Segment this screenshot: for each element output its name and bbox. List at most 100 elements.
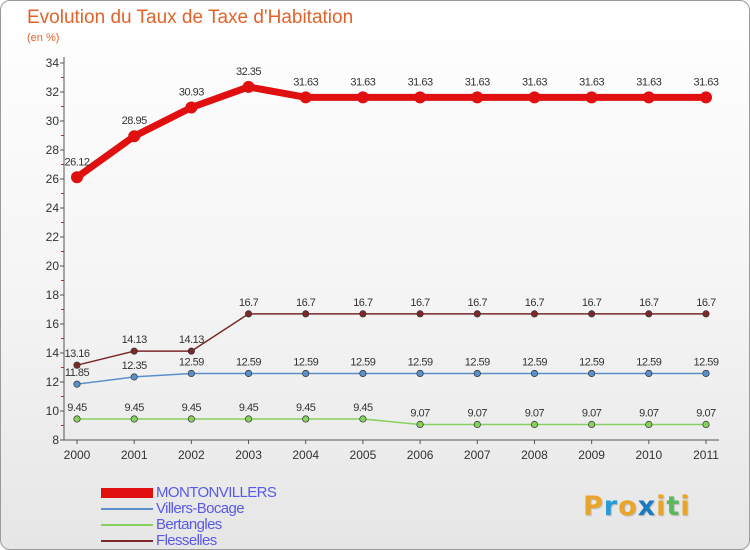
data-point <box>73 380 81 388</box>
logo-letter: r <box>603 491 619 522</box>
data-label: 31.63 <box>579 76 604 88</box>
data-point <box>702 310 710 318</box>
data-label: 9.07 <box>639 407 659 419</box>
data-point <box>244 415 253 423</box>
data-label: 28.95 <box>122 115 147 127</box>
data-point <box>645 310 653 318</box>
data-label: 9.45 <box>124 402 144 414</box>
data-label: 30.93 <box>179 87 204 99</box>
logo-letter: x <box>637 491 657 522</box>
logo-letter: P <box>583 491 604 522</box>
y-tick-label: 28 <box>46 143 60 157</box>
legend-label: Flesselles <box>156 532 217 549</box>
x-tick-label: 2001 <box>121 448 148 462</box>
y-tick-label: 24 <box>46 201 60 215</box>
y-tick-label: 34 <box>46 56 60 70</box>
y-tick-label: 32 <box>46 85 60 99</box>
data-label: 9.07 <box>582 407 602 419</box>
data-point <box>302 415 310 423</box>
data-label: 31.63 <box>522 76 547 88</box>
data-point <box>700 91 712 104</box>
data-point <box>588 420 596 429</box>
data-label: 12.59 <box>179 356 204 368</box>
data-point <box>416 310 424 318</box>
chart-subtitle: (en %) <box>27 32 60 44</box>
series-line <box>76 372 706 385</box>
data-label: 12.59 <box>636 356 661 368</box>
data-label: 16.7 <box>353 297 373 309</box>
x-tick-label: 2009 <box>578 448 605 462</box>
data-point <box>299 91 312 104</box>
data-label: 9.45 <box>353 402 373 414</box>
data-point <box>242 80 255 93</box>
y-tick-label: 16 <box>46 317 60 331</box>
data-label: 9.45 <box>296 402 316 414</box>
data-label: 26.12 <box>64 156 89 168</box>
data-label: 9.07 <box>696 407 716 419</box>
data-point <box>359 369 367 377</box>
data-point <box>302 369 310 377</box>
x-tick-label: 2006 <box>407 448 434 462</box>
data-label: 31.63 <box>293 76 318 88</box>
data-point <box>528 91 541 104</box>
data-point <box>645 420 653 429</box>
chart-title: Evolution du Taux de Taxe d'Habitation <box>27 7 354 28</box>
data-label: 12.59 <box>693 356 718 368</box>
data-point <box>187 369 195 377</box>
legend-swatch <box>101 540 153 542</box>
data-label: 31.63 <box>693 76 718 88</box>
x-tick-label: 2010 <box>635 448 662 462</box>
data-label: 12.59 <box>408 356 433 368</box>
data-point <box>530 369 539 377</box>
x-tick-label: 2003 <box>235 448 262 462</box>
y-tick-label: 18 <box>46 288 60 302</box>
data-point <box>471 91 484 104</box>
data-label: 12.59 <box>236 356 261 368</box>
data-point <box>244 310 253 318</box>
data-label: 9.07 <box>468 407 488 419</box>
data-point <box>530 420 539 429</box>
data-point <box>702 420 710 429</box>
y-tick-label: 8 <box>52 433 59 447</box>
data-label: 12.59 <box>579 356 604 368</box>
data-label: 9.45 <box>67 402 87 414</box>
data-point <box>302 310 310 318</box>
data-label: 9.07 <box>410 407 430 419</box>
data-point <box>642 91 655 104</box>
x-tick-label: 2000 <box>64 448 91 462</box>
y-tick-label: 26 <box>46 172 60 186</box>
data-label: 9.45 <box>182 402 202 414</box>
data-point <box>473 369 481 377</box>
data-point <box>187 415 195 423</box>
logo-letter: i <box>656 491 667 522</box>
logo-letter: i <box>680 491 691 522</box>
data-label: 13.16 <box>64 348 89 360</box>
data-point <box>244 369 253 377</box>
data-label: 12.35 <box>122 360 147 372</box>
data-point <box>416 369 424 377</box>
data-label: 31.63 <box>350 76 375 88</box>
data-point <box>359 415 367 423</box>
y-tick-label: 12 <box>46 375 60 389</box>
y-tick-label: 10 <box>46 404 60 418</box>
data-label: 14.13 <box>122 334 147 346</box>
data-point <box>359 310 367 318</box>
data-point <box>71 171 83 184</box>
data-point <box>702 369 710 377</box>
legend-label: MONTONVILLERS <box>156 484 277 501</box>
data-label: 12.59 <box>350 356 375 368</box>
data-label: 16.7 <box>468 297 488 309</box>
data-label: 12.59 <box>522 356 547 368</box>
logo-letter: o <box>618 491 638 522</box>
data-point <box>645 369 653 377</box>
data-label: 14.13 <box>179 334 204 346</box>
y-tick-label: 20 <box>46 259 60 273</box>
data-point <box>73 415 81 423</box>
x-tick-label: 2011 <box>693 448 719 462</box>
data-point <box>128 130 141 143</box>
data-label: 9.07 <box>525 407 545 419</box>
x-tick-label: 2008 <box>521 448 548 462</box>
legend-swatch <box>101 508 153 510</box>
